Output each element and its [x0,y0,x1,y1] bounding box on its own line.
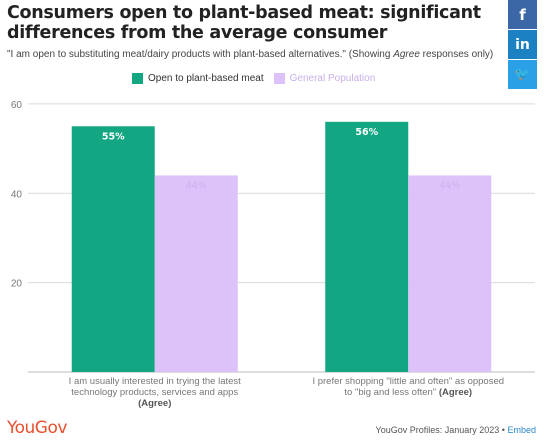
category-label-2-line-2: to "big and less often" (Agree) [344,387,472,398]
category-label-2-agree: (Agree) [436,387,472,398]
facebook-icon: f [519,5,526,24]
twitter-share-button[interactable]: 🐦 [508,60,537,89]
subtitle-text-pre: "I am open to substituting meat/dairy pr… [7,49,394,60]
source-text: YouGov Profiles: January 2023 • [375,425,505,435]
facebook-share-button[interactable]: f [508,0,537,29]
legend-label-open: Open to plant-based meat [148,72,264,84]
data-label-open-2: 56% [355,127,378,138]
y-tick-label-20: 20 [11,279,23,290]
data-label-general-2: 44% [439,180,460,191]
embed-link[interactable]: Embed [507,425,536,435]
chart-title: Consumers open to plant-based meat: sign… [7,3,481,43]
legend-label-general: General Population [289,72,376,84]
legend-item-open[interactable]: Open to plant-based meat [132,72,264,84]
linkedin-icon: in [515,36,530,53]
y-tick-label-40: 40 [11,189,23,200]
data-label-general-1: 44% [186,180,207,191]
subtitle-agree: Agree [393,49,420,60]
category-label-2-line-1: I prefer shopping "little and often" as … [312,376,504,387]
bar-open-1 [71,126,155,372]
legend-swatch-open [132,72,143,84]
legend-item-general[interactable]: General Population [273,72,376,84]
legend: Open to plant-based meat General Populat… [132,71,385,85]
subtitle-text-post: responses only) [419,49,494,60]
y-tick-label-60: 60 [11,100,23,111]
data-label-open-1: 55% [102,131,125,142]
bar-general-1 [154,175,238,372]
yougov-logo[interactable]: YouGov [7,418,67,438]
linkedin-share-button[interactable]: in [508,30,537,59]
category-label-1-line-1: I am usually interested in trying the la… [69,376,242,387]
legend-swatch-general [273,72,285,84]
chart-subtitle: "I am open to substituting meat/dairy pr… [7,49,507,60]
bar-open-2 [325,121,409,372]
twitter-icon: 🐦 [514,67,531,82]
bar-general-2 [408,175,492,372]
category-label-1-line-2: technology products, services and apps [71,387,238,398]
footer-source: YouGov Profiles: January 2023 • Embed [376,425,536,435]
category-label-1-agree: (Agree) [138,398,171,409]
